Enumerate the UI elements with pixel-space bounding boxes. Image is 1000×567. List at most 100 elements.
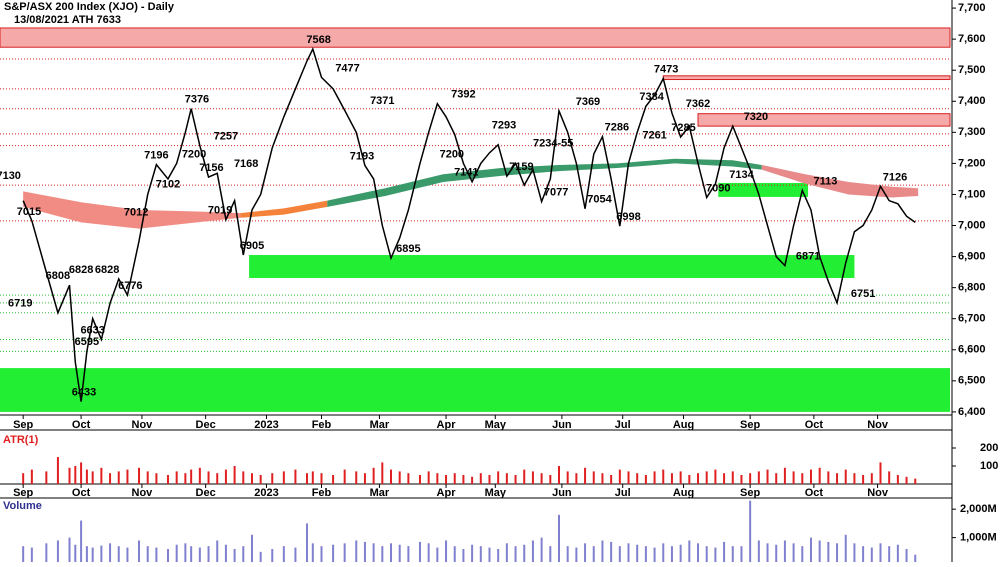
- volume-bar: [870, 547, 873, 562]
- annotation: 6905: [240, 240, 264, 252]
- volume-bar: [294, 547, 297, 562]
- atr-bar: [453, 473, 456, 484]
- atr-bar: [407, 473, 410, 484]
- annotation: 7196: [144, 150, 168, 162]
- atr-bar: [311, 471, 314, 484]
- volume-bar: [306, 523, 309, 562]
- annotation: 7077: [544, 187, 568, 199]
- volume-bar: [740, 546, 743, 562]
- annotation: 7141: [454, 167, 478, 179]
- atr-bar: [688, 475, 691, 484]
- atr-bar: [242, 471, 245, 484]
- volume-bar: [175, 544, 178, 562]
- x-tick-label: Apr: [437, 419, 457, 431]
- annotation: 6895: [396, 243, 420, 255]
- volume-bar: [320, 546, 323, 562]
- volume-bar: [549, 546, 552, 562]
- atr-bar: [766, 469, 769, 484]
- volume-bar: [224, 544, 227, 562]
- x-tick-label: Aug: [673, 487, 694, 499]
- zone: [0, 27, 951, 48]
- atr-bar: [117, 471, 120, 484]
- volume-bar: [233, 549, 236, 562]
- atr-bar: [705, 471, 708, 484]
- atr-bar: [207, 471, 210, 484]
- volume-bar: [271, 549, 274, 562]
- atr-bar: [610, 475, 613, 484]
- volume-bar: [100, 545, 103, 562]
- atr-bar: [566, 471, 569, 484]
- atr-bar: [332, 475, 335, 484]
- atr-bar: [109, 473, 112, 484]
- atr-bar: [514, 475, 517, 484]
- volume-bar: [557, 514, 560, 562]
- y-tick-label: 100: [980, 460, 998, 472]
- annotation: 7090: [706, 182, 730, 194]
- volume-bar: [207, 546, 210, 562]
- atr-bar: [250, 473, 253, 484]
- atr-bar: [679, 471, 682, 484]
- volume-bar: [471, 544, 474, 562]
- volume-bar: [827, 541, 830, 562]
- atr-bar: [320, 473, 323, 484]
- annotation: 7257: [214, 131, 238, 143]
- annotation: 6595: [75, 336, 99, 348]
- atr-bar: [792, 471, 795, 484]
- x-tick-label: Oct: [72, 487, 91, 499]
- atr-bar: [363, 473, 366, 484]
- atr-bar: [653, 471, 656, 484]
- volume-bar: [445, 540, 448, 562]
- volume-bar: [801, 546, 804, 562]
- y-tick-label: 7,600: [958, 33, 986, 45]
- zone: [718, 182, 809, 197]
- atr-bar: [398, 471, 401, 484]
- annotation: 7384: [639, 91, 664, 103]
- annotation: 6433: [72, 387, 96, 399]
- annotation: 7015: [17, 206, 41, 218]
- volume-bar: [888, 546, 891, 562]
- volume-bar: [705, 546, 708, 562]
- atr-bar: [879, 462, 882, 484]
- atr-bar: [801, 473, 804, 484]
- atr-bar: [74, 466, 77, 484]
- atr-bar: [138, 467, 141, 484]
- volume-bar: [80, 520, 83, 562]
- volume-bar: [566, 546, 569, 562]
- atr-bar: [146, 471, 149, 484]
- x-tick-label: May: [485, 419, 507, 431]
- volume-bar: [479, 546, 482, 562]
- atr-bar: [914, 478, 917, 484]
- atr-bar: [601, 473, 604, 484]
- atr-bar: [390, 469, 393, 484]
- y-tick-label: 1,000M: [960, 532, 997, 544]
- annotation: 7134: [729, 169, 754, 181]
- annotation: 7286: [605, 122, 629, 134]
- volume-bar: [766, 543, 769, 562]
- annotation: 7477: [335, 62, 359, 74]
- volume-bar: [636, 544, 639, 562]
- atr-bar: [271, 473, 274, 484]
- volume-bar: [697, 543, 700, 562]
- chart-title: S&P/ASX 200 Index (XJO) - Daily: [4, 1, 175, 13]
- y-tick-label: 6,700: [958, 313, 986, 325]
- atr-bar: [557, 466, 560, 484]
- volume-bar: [775, 544, 778, 562]
- volume-bar: [332, 544, 335, 562]
- y-tick-label: 6,800: [958, 282, 986, 294]
- volume-bar: [91, 547, 94, 562]
- atr-bar: [497, 471, 500, 484]
- atr-bar: [184, 473, 187, 484]
- volume-bar: [575, 547, 578, 562]
- atr-label: ATR(1): [3, 434, 39, 446]
- x-tick-label: Jul: [615, 419, 631, 431]
- atr-bar: [85, 469, 88, 484]
- atr-bar: [896, 475, 899, 484]
- annotation: 7113: [814, 175, 838, 187]
- x-tick-label: Dec: [196, 419, 216, 431]
- zone: [0, 368, 950, 412]
- y-tick-label: 7,300: [958, 126, 986, 138]
- volume-bar: [138, 540, 141, 562]
- atr-bar: [888, 471, 891, 484]
- volume-bar: [662, 543, 665, 562]
- x-tick-label: Feb: [312, 487, 332, 499]
